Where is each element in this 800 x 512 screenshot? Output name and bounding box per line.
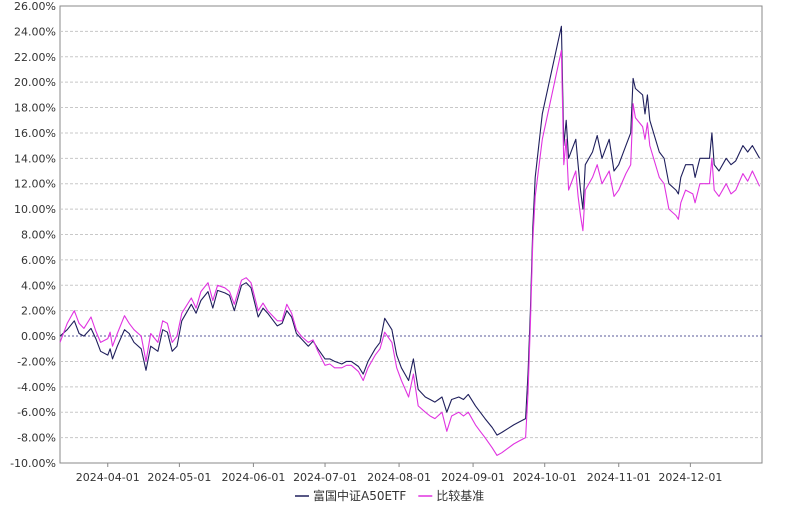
series-lines xyxy=(59,25,761,456)
x-tick-label: 2024-06-01 xyxy=(221,471,285,484)
y-tick-label: 14.00% xyxy=(14,152,56,165)
x-tick-label: 2024-05-01 xyxy=(147,471,211,484)
x-tick-label: 2024-08-01 xyxy=(367,471,431,484)
y-tick-label: 12.00% xyxy=(14,178,56,191)
y-tick-label: 24.00% xyxy=(14,25,56,38)
x-tick-label: 2024-10-01 xyxy=(513,471,577,484)
y-tick-label: 6.00% xyxy=(21,254,56,267)
y-tick-label: -6.00% xyxy=(17,406,56,419)
x-axis-tick-labels: 2024-04-01 2024-05-01 2024-06-01 2024-07-01… xyxy=(76,463,722,484)
x-tick-label: 2024-12-01 xyxy=(658,471,722,484)
y-tick-label: 0.00% xyxy=(21,330,56,343)
y-tick-label: 4.00% xyxy=(21,279,56,292)
y-tick-label: -10.00% xyxy=(10,457,56,470)
y-tick-label: 16.00% xyxy=(14,127,56,140)
y-tick-label: 8.00% xyxy=(21,229,56,242)
y-tick-label: 18.00% xyxy=(14,102,56,115)
y-tick-label: 26.00% xyxy=(14,0,56,13)
legend: 富国中证A50ETF 比较基准 xyxy=(295,488,484,503)
y-tick-label: 20.00% xyxy=(14,76,56,89)
grid-lines xyxy=(60,30,762,439)
x-tick-label: 2024-11-01 xyxy=(587,471,651,484)
y-axis-tick-labels: -10.00% -8.00% -6.00% -4.00% -2.00% 0.00% 2.00… xyxy=(10,0,56,470)
y-tick-label: -4.00% xyxy=(17,381,56,394)
x-tick-label: 2024-07-01 xyxy=(293,471,357,484)
y-tick-label: -8.00% xyxy=(17,432,56,445)
x-tick-label: 2024-09-01 xyxy=(441,471,505,484)
series-line-2 xyxy=(59,49,761,456)
series-line-1 xyxy=(59,25,761,436)
y-tick-label: 10.00% xyxy=(14,203,56,216)
legend-label-2: 比较基准 xyxy=(436,488,484,503)
y-tick-label: 22.00% xyxy=(14,51,56,64)
y-tick-label: 2.00% xyxy=(21,305,56,318)
legend-label-1: 富国中证A50ETF xyxy=(313,488,406,503)
x-tick-label: 2024-04-01 xyxy=(76,471,140,484)
y-tick-label: -2.00% xyxy=(17,355,56,368)
